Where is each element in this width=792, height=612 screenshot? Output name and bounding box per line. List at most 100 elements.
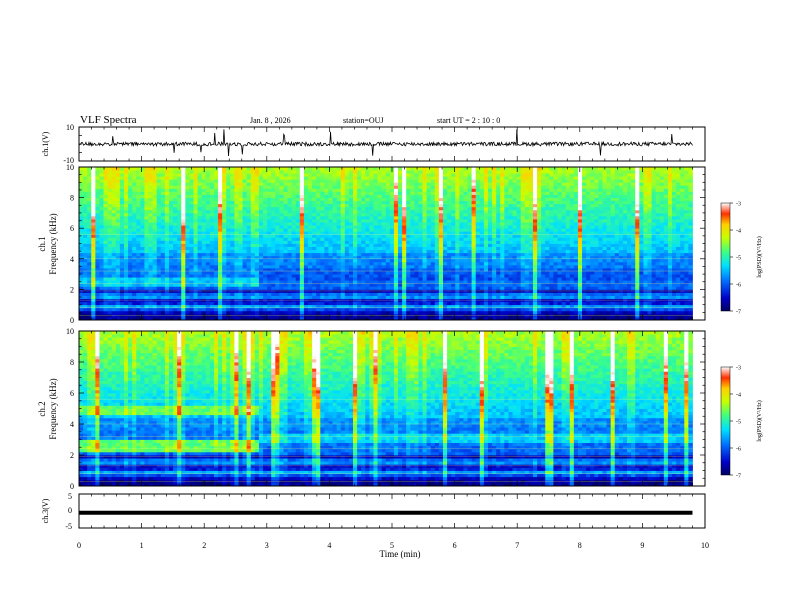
- spectrogram-cell: [177, 307, 182, 312]
- spectrogram-cell: [209, 206, 215, 211]
- spectrogram-cell: [181, 203, 186, 208]
- spectrogram-cell: [455, 261, 460, 266]
- spectrogram-cell: [238, 249, 243, 254]
- spectrogram-cell: [324, 246, 329, 251]
- spectrogram-cell: [152, 301, 158, 306]
- spectrogram-cell: [111, 258, 117, 263]
- spectrogram-cell: [132, 188, 137, 192]
- spectrogram-cell: [340, 167, 346, 171]
- spectrogram-cell: [83, 176, 88, 180]
- spectrogram-cell: [365, 225, 370, 229]
- spectrogram-cell: [377, 304, 383, 309]
- spectrogram-cell: [83, 225, 88, 229]
- spectrogram-cell: [222, 283, 227, 287]
- spectrogram-cell: [459, 249, 464, 254]
- spectrogram-cell: [463, 286, 468, 290]
- spectrogram-cell: [164, 170, 170, 174]
- spectrogram-cell: [357, 249, 362, 254]
- spectrogram-cell: [160, 310, 166, 315]
- spectrogram-cell: [132, 261, 137, 266]
- spectrogram-cell: [430, 203, 436, 208]
- spectrogram-cell: [373, 292, 378, 296]
- spectrogram-cell: [373, 173, 378, 177]
- spectrogram-cell: [222, 170, 227, 174]
- spectrogram-cell: [328, 283, 333, 287]
- spectrogram-cell: [115, 228, 121, 232]
- spectrogram-cell: [365, 191, 370, 195]
- spectrogram-cell: [291, 203, 297, 208]
- spectrogram-cell: [283, 255, 288, 260]
- spectrogram-cell: [128, 170, 133, 174]
- spectrogram-cell: [353, 280, 358, 284]
- spectrogram-cell: [156, 219, 162, 223]
- spectrogram-cell: [377, 271, 383, 275]
- spectrogram-cell: [344, 246, 350, 251]
- spectrogram-cell: [271, 206, 276, 211]
- spectrogram-cell: [438, 298, 444, 303]
- spectrogram-cell: [299, 188, 305, 192]
- spectrogram-cell: [213, 203, 219, 208]
- spectrogram-cell: [230, 286, 235, 290]
- spectrogram-cell: [99, 167, 104, 171]
- spectrogram-cell: [291, 289, 297, 293]
- spectrogram-cell: [107, 173, 113, 177]
- spectrogram-cell: [287, 304, 293, 309]
- spectrogram-cell: [402, 225, 407, 229]
- spectrogram-cell: [369, 191, 374, 195]
- spectrogram-cell: [279, 243, 284, 247]
- spectrogram-cell: [369, 231, 374, 235]
- spectrogram-cell: [103, 289, 109, 293]
- spectrogram-cell: [136, 212, 141, 217]
- spectrogram-cell: [434, 225, 440, 229]
- spectrogram-cell: [324, 295, 329, 299]
- spectrogram-cell: [222, 307, 227, 312]
- spectrogram-cell: [222, 206, 227, 211]
- spectrogram-cell: [471, 206, 477, 211]
- spectrogram-cell: [193, 215, 199, 220]
- spectrogram-cell: [209, 167, 215, 171]
- spectrogram-cell: [357, 304, 362, 309]
- spectrogram-cell: [438, 203, 444, 208]
- spectrogram-cell: [230, 310, 235, 315]
- spectrogram-cell: [263, 200, 268, 205]
- spectrogram-cell: [99, 212, 104, 217]
- spectrogram-cell: [357, 283, 362, 287]
- spectrogram-cell: [373, 255, 378, 260]
- spectrogram-cell: [283, 167, 288, 171]
- spectrogram-cell: [430, 271, 436, 275]
- spectrogram-cell: [238, 274, 243, 278]
- spectrogram-cell: [197, 203, 203, 208]
- spectrogram-cell: [107, 231, 113, 235]
- spectrogram-cell: [193, 197, 199, 202]
- spectrogram-cell: [111, 292, 117, 296]
- spectrogram-cell: [160, 176, 166, 180]
- spectrogram-cell: [447, 304, 452, 309]
- spectrogram-cell: [430, 316, 436, 320]
- spectrogram-cell: [438, 173, 444, 177]
- spectrogram-cell: [389, 289, 395, 293]
- spectrogram-cell: [467, 173, 473, 177]
- spectrogram-cell: [91, 188, 96, 192]
- spectrogram-cell: [185, 191, 190, 195]
- spectrogram-cell: [144, 240, 149, 244]
- spectrogram-cell: [226, 267, 231, 272]
- spectrogram-cell: [434, 243, 440, 247]
- spectrogram-cell: [402, 240, 407, 244]
- spectrogram-cell: [320, 179, 325, 183]
- spectrogram-cell: [136, 225, 141, 229]
- spectrogram-cell: [426, 222, 432, 226]
- spectrogram-cell: [238, 240, 243, 244]
- spectrogram-cell: [193, 310, 199, 315]
- spectrogram-cell: [103, 271, 109, 275]
- spectrogram-cell: [115, 176, 121, 180]
- spectrogram-cell: [426, 310, 432, 315]
- spectrogram-cell: [418, 292, 423, 296]
- spectrogram-cell: [369, 240, 374, 244]
- spectrogram-cell: [328, 179, 333, 183]
- spectrogram-cell: [246, 176, 252, 180]
- spectrogram-cell: [308, 301, 313, 306]
- spectrogram-cell: [467, 240, 473, 244]
- spectrogram-cell: [443, 240, 448, 244]
- spectrogram-cell: [357, 167, 362, 171]
- spectrogram-cell: [173, 301, 178, 306]
